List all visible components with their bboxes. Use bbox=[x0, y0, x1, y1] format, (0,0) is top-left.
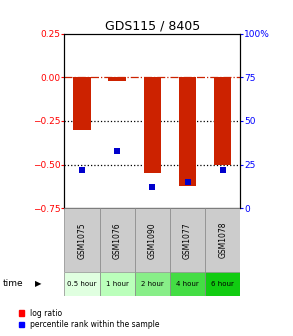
Text: time: time bbox=[3, 280, 23, 288]
Bar bbox=[214, 77, 231, 165]
Bar bbox=[100, 208, 135, 272]
Bar bbox=[73, 77, 91, 130]
Text: GSM1076: GSM1076 bbox=[113, 222, 122, 259]
Bar bbox=[135, 208, 170, 272]
Bar bbox=[144, 77, 161, 173]
Bar bbox=[170, 208, 205, 272]
Text: 4 hour: 4 hour bbox=[176, 281, 199, 287]
Text: GSM1090: GSM1090 bbox=[148, 222, 157, 259]
Text: GSM1075: GSM1075 bbox=[78, 222, 86, 259]
Bar bbox=[100, 272, 135, 296]
Text: GSM1077: GSM1077 bbox=[183, 222, 192, 259]
Text: GSM1078: GSM1078 bbox=[218, 222, 227, 258]
Title: GDS115 / 8405: GDS115 / 8405 bbox=[105, 19, 200, 33]
Text: 1 hour: 1 hour bbox=[106, 281, 129, 287]
Text: 2 hour: 2 hour bbox=[141, 281, 164, 287]
Bar bbox=[64, 272, 100, 296]
Bar bbox=[205, 272, 240, 296]
Bar bbox=[170, 272, 205, 296]
Bar bbox=[108, 77, 126, 81]
Legend: log ratio, percentile rank within the sample: log ratio, percentile rank within the sa… bbox=[16, 306, 163, 332]
Bar bbox=[135, 272, 170, 296]
Bar bbox=[179, 77, 196, 185]
Bar bbox=[205, 208, 240, 272]
Text: 0.5 hour: 0.5 hour bbox=[67, 281, 97, 287]
Bar bbox=[64, 208, 100, 272]
Text: 6 hour: 6 hour bbox=[211, 281, 234, 287]
Text: ▶: ▶ bbox=[35, 280, 41, 288]
